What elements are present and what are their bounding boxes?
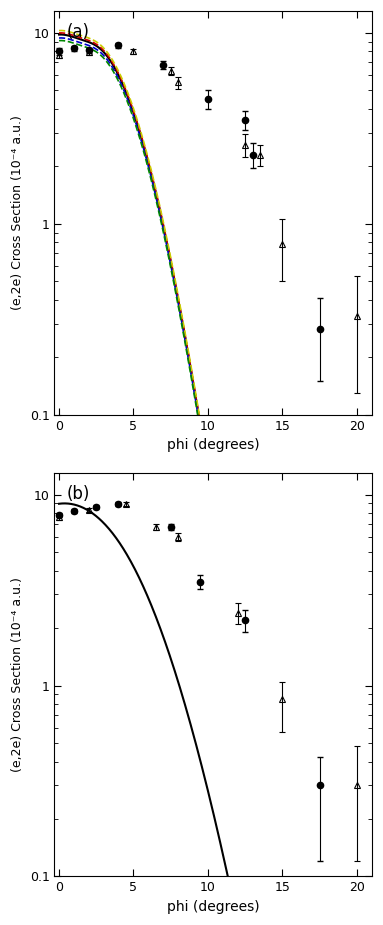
X-axis label: phi (degrees): phi (degrees) (167, 438, 259, 452)
Y-axis label: (e,2e) Cross Section (10⁻⁴ a.u.): (e,2e) Cross Section (10⁻⁴ a.u.) (11, 577, 24, 772)
Text: (b): (b) (67, 485, 90, 503)
Text: (a): (a) (67, 23, 90, 42)
X-axis label: phi (degrees): phi (degrees) (167, 900, 259, 914)
Y-axis label: (e,2e) Cross Section (10⁻⁴ a.u.): (e,2e) Cross Section (10⁻⁴ a.u.) (11, 116, 24, 310)
